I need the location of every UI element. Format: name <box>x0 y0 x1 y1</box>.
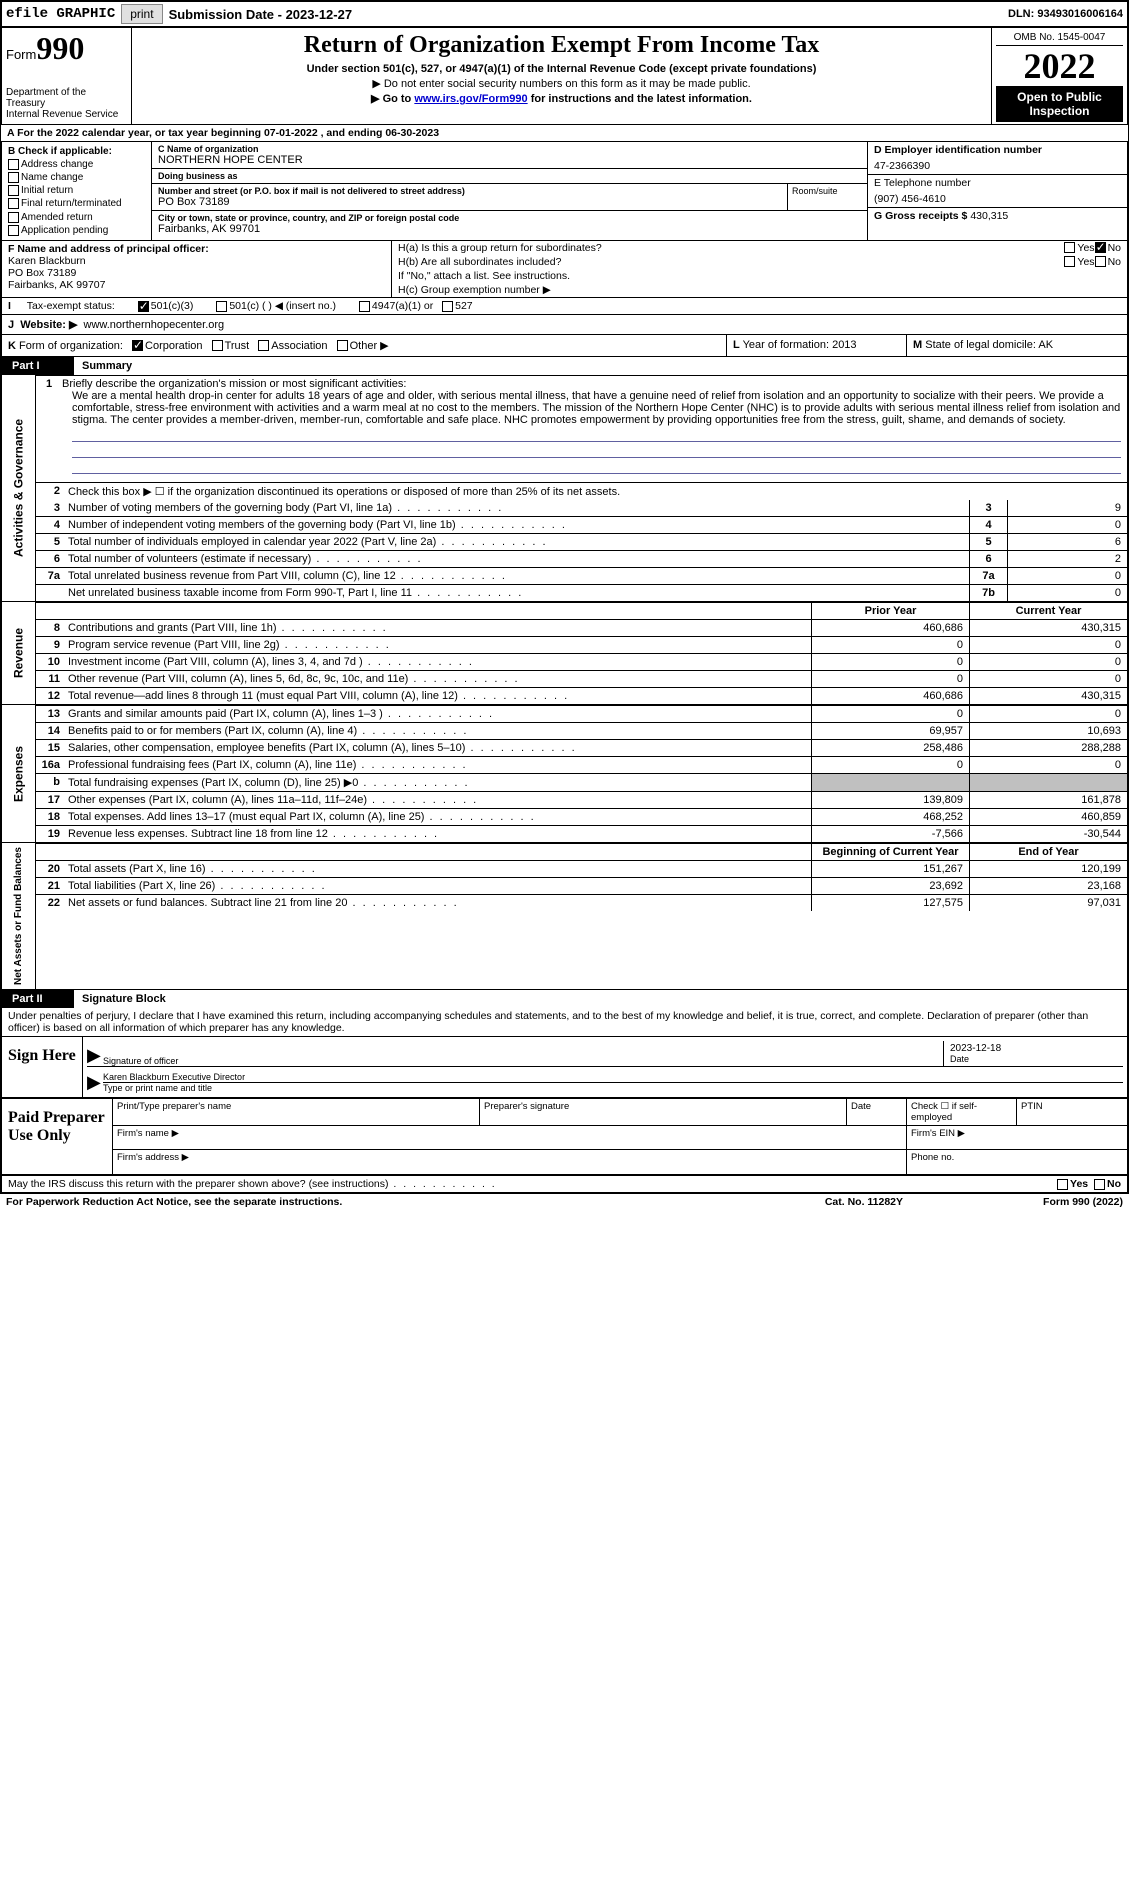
col-c-org: C Name of organizationNORTHERN HOPE CENT… <box>152 142 867 240</box>
form-id-box: Form990 Department of the Treasury Inter… <box>2 28 132 124</box>
phone: (907) 456-4610 <box>874 193 1121 205</box>
cb-pending[interactable] <box>8 225 19 236</box>
form-number: 990 <box>36 30 84 66</box>
side-netassets: Net Assets or Fund Balances <box>2 843 36 989</box>
street: PO Box 73189 <box>158 196 781 208</box>
row-j-website: J Website: ▶ www.northernhopecenter.org <box>0 314 1129 335</box>
dln-label: DLN: 93493016006164 <box>1008 8 1123 20</box>
part2-header: Part II Signature Block <box>0 990 1129 1008</box>
row-i-tax-status: I Tax-exempt status: 501(c)(3) 501(c) ( … <box>0 297 1129 314</box>
part1-netassets: Net Assets or Fund Balances Beginning of… <box>0 843 1129 990</box>
gross-receipts: 430,315 <box>970 210 1008 222</box>
cb-initial[interactable] <box>8 185 19 196</box>
title-block: Return of Organization Exempt From Incom… <box>132 28 992 124</box>
dept-treasury: Department of the Treasury <box>6 87 127 109</box>
part1-expenses: Expenses 13Grants and similar amounts pa… <box>0 705 1129 843</box>
section-fh: F Name and address of principal officer:… <box>0 240 1129 297</box>
print-button[interactable]: print <box>121 4 162 24</box>
part1-header: Part I Summary <box>0 357 1129 375</box>
form-word: Form <box>6 47 36 62</box>
subtitle-2: ▶ Do not enter social security numbers o… <box>136 77 987 90</box>
sign-here-label: Sign Here <box>2 1037 82 1097</box>
cb-amended[interactable] <box>8 212 19 223</box>
officer-name: Karen Blackburn <box>8 255 385 267</box>
irs-label: Internal Revenue Service <box>6 109 127 120</box>
col-f-officer: F Name and address of principal officer:… <box>2 241 392 297</box>
year-column: OMB No. 1545-0047 2022 Open to Public In… <box>992 28 1127 124</box>
efile-label: efile GRAPHIC <box>6 6 115 22</box>
subtitle-1: Under section 501(c), 527, or 4947(a)(1)… <box>136 63 987 75</box>
mission-block: 1Briefly describe the organization's mis… <box>36 376 1127 483</box>
cb-address[interactable] <box>8 159 19 170</box>
omb-number: OMB No. 1545-0047 <box>996 30 1123 46</box>
paid-preparer-label: Paid Preparer Use Only <box>2 1099 112 1174</box>
open-inspection: Open to Public Inspection <box>996 86 1123 122</box>
perjury-declaration: Under penalties of perjury, I declare th… <box>0 1008 1129 1037</box>
website-url: www.northernhopecenter.org <box>84 319 225 331</box>
city: Fairbanks, AK 99701 <box>158 223 861 235</box>
col-h-group: H(a) Is this a group return for subordin… <box>392 241 1127 297</box>
topbar: efile GRAPHIC print Submission Date - 20… <box>0 0 1129 28</box>
row-klm: K Form of organization: Corporation Trus… <box>0 335 1129 357</box>
irs-link[interactable]: www.irs.gov/Form990 <box>414 93 527 105</box>
part1-body: Activities & Governance 1Briefly describ… <box>0 375 1129 602</box>
side-expenses: Expenses <box>2 705 36 842</box>
col-b-checkboxes: B Check if applicable: Address change Na… <box>2 142 152 240</box>
cb-name[interactable] <box>8 172 19 183</box>
subtitle-3: ▶ Go to www.irs.gov/Form990 for instruct… <box>136 92 987 105</box>
footer-discuss: May the IRS discuss this return with the… <box>0 1176 1129 1194</box>
footer-bottom: For Paperwork Reduction Act Notice, see … <box>0 1194 1129 1210</box>
paid-preparer-block: Paid Preparer Use Only Print/Type prepar… <box>0 1099 1129 1176</box>
ein: 47-2366390 <box>874 160 1121 172</box>
officer-sig-name: Karen Blackburn Executive Director <box>103 1072 1123 1083</box>
arrow-icon: ▶ <box>87 1045 99 1066</box>
mission-text: We are a mental health drop-in center fo… <box>72 390 1121 426</box>
tax-year: 2022 <box>996 46 1123 86</box>
arrow-icon: ▶ <box>87 1072 99 1093</box>
form-title: Return of Organization Exempt From Incom… <box>136 32 987 59</box>
form-header: Form990 Department of the Treasury Inter… <box>0 28 1129 125</box>
side-revenue: Revenue <box>2 602 36 704</box>
cb-final[interactable] <box>8 198 19 209</box>
part1-revenue: Revenue Prior YearCurrent Year 8Contribu… <box>0 602 1129 705</box>
col-d-ein: D Employer identification number47-23663… <box>867 142 1127 240</box>
side-activities: Activities & Governance <box>2 375 36 601</box>
sign-here-block: Sign Here ▶Signature of officer2023-12-1… <box>0 1037 1129 1099</box>
section-bcd: B Check if applicable: Address change Na… <box>0 142 1129 240</box>
submission-date: Submission Date - 2023-12-27 <box>169 7 353 22</box>
org-name: NORTHERN HOPE CENTER <box>158 154 861 166</box>
col-b-label: B Check if applicable: <box>8 146 145 157</box>
row-a-calendar: A For the 2022 calendar year, or tax yea… <box>0 125 1129 142</box>
